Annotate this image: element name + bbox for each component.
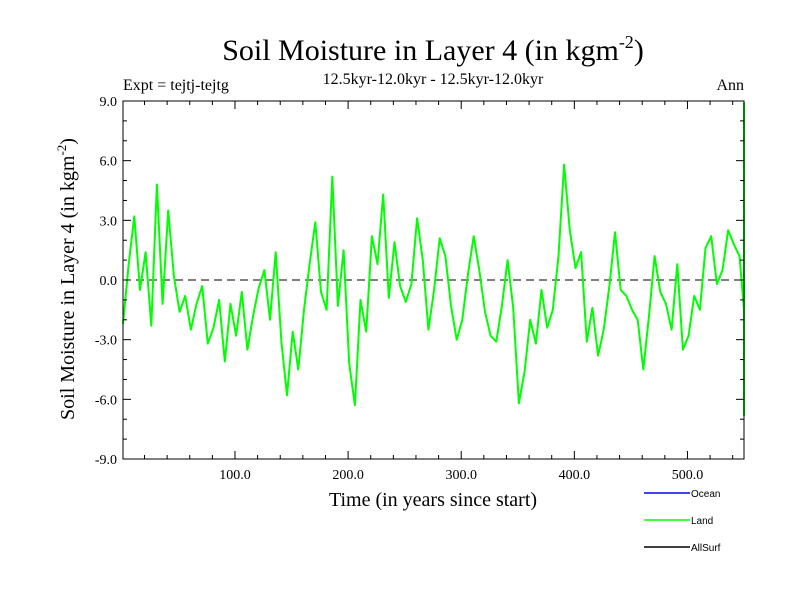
series-line-land — [122, 102, 745, 417]
chart-subtitle: 12.5kyr-12.0kyr - 12.5kyr-12.0kyr — [323, 71, 544, 88]
y-tick-label: 9.0 — [100, 95, 118, 110]
plot-area: 100.0 200.0 300.0 400.0 500.0 -9.0 -6.0 -3.0 0.0… — [95, 95, 745, 483]
x-tick-label: 400.0 — [559, 468, 591, 483]
legend: Ocean Land AllSurf — [644, 489, 721, 554]
x-tick-label: 500.0 — [672, 468, 704, 483]
x-tick-label: 300.0 — [445, 468, 477, 483]
legend-label-ocean: Ocean — [691, 489, 720, 500]
season-label: Ann — [716, 77, 744, 94]
legend-label-land: Land — [691, 516, 713, 527]
y-axis-label: Soil Moisture in Layer 4 (in kgm-2) — [54, 138, 79, 420]
x-tick-label: 200.0 — [332, 468, 364, 483]
chart-title: Soil Moisture in Layer 4 (in kgm-2) — [222, 32, 644, 67]
experiment-label: Expt = tejtj-tejtg — [123, 77, 229, 94]
y-tick-label: -9.0 — [95, 453, 117, 468]
y-tick-label: -6.0 — [95, 393, 117, 408]
y-tick-label: -3.0 — [95, 334, 117, 349]
legend-label-allsurf: AllSurf — [691, 543, 721, 554]
x-tick-label: 100.0 — [219, 468, 251, 483]
y-tick-label: 0.0 — [100, 274, 118, 289]
x-axis-label: Time (in years since start) — [329, 489, 537, 511]
y-tick-label: 3.0 — [100, 214, 118, 229]
y-tick-label: 6.0 — [100, 155, 118, 170]
